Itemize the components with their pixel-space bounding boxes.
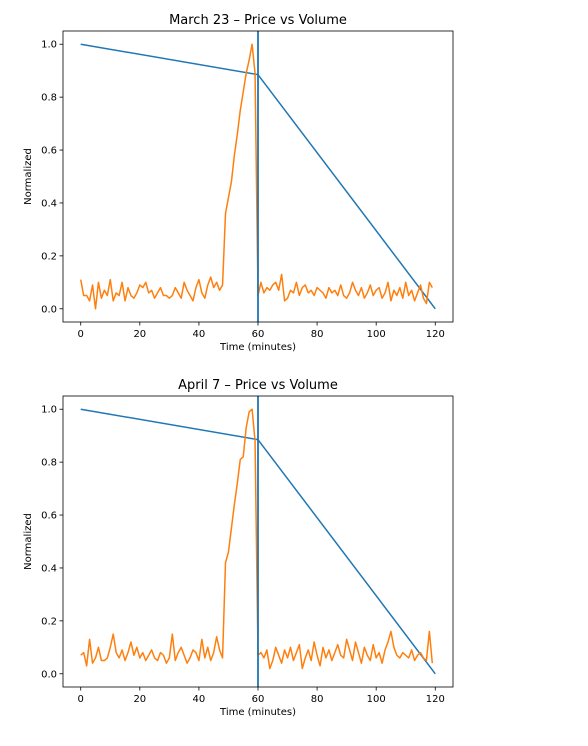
x-axis-label: Time (minutes) [219, 342, 296, 353]
series-line-2 [79, 43, 433, 310]
x-tick-label: 60 [252, 329, 265, 340]
x-tick-label: 0 [78, 329, 84, 340]
y-tick-label: 0.2 [41, 251, 57, 262]
chart-panel-2: April 7 – Price vs Volume 0 20 40 60 80 100 120… [23, 378, 454, 718]
y-tick-label: 0.2 [41, 616, 57, 627]
chart-panel-1: March 23 – Price vs Volume 0 20 40 60 80 100 12… [23, 13, 454, 353]
y-tick-label: 0.6 [41, 511, 57, 522]
y-tick-label: 0.8 [41, 458, 57, 469]
y-tick-label: 0.4 [41, 563, 57, 574]
x-tick-label: 40 [193, 694, 206, 705]
x-tick-label: 20 [133, 329, 146, 340]
x-axis-label: Time (minutes) [219, 707, 296, 718]
y-tick-label: 1.0 [41, 405, 57, 416]
y-tick-label: 0.6 [41, 146, 57, 157]
y-axis-label: Normalized [23, 148, 34, 205]
y-tick-label: 1.0 [41, 40, 57, 51]
y-tick-label: 0.4 [41, 198, 57, 209]
x-tick-label: 80 [311, 694, 324, 705]
x-tick-label: 120 [426, 694, 445, 705]
x-tick-label: 120 [426, 329, 445, 340]
y-tick-label: 0.0 [41, 669, 57, 680]
x-tick-label: 80 [311, 329, 324, 340]
x-tick-label: 100 [367, 329, 386, 340]
x-tick-label: 20 [133, 694, 146, 705]
plot-area [80, 396, 436, 687]
y-tick-label: 0.8 [41, 93, 57, 104]
chart-title: March 23 – Price vs Volume [169, 13, 347, 28]
x-tick-label: 0 [78, 694, 84, 705]
plot-area [79, 31, 436, 322]
y-axis-label: Normalized [23, 513, 34, 570]
y-tick-label: 0.0 [41, 304, 57, 315]
chart-title: April 7 – Price vs Volume [178, 378, 338, 393]
x-tick-label: 40 [193, 329, 206, 340]
x-tick-label: 100 [367, 694, 386, 705]
series-line-2 [80, 408, 434, 670]
x-tick-label: 60 [252, 694, 265, 705]
